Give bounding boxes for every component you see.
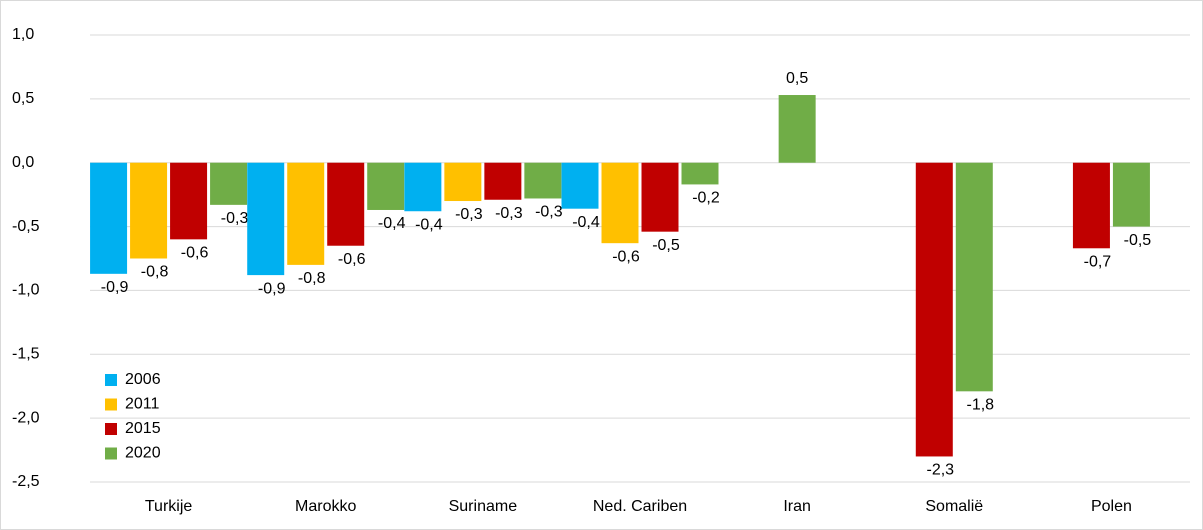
data-label: -0,6 <box>338 251 366 268</box>
data-label: -1,8 <box>966 397 994 414</box>
bar <box>210 162 248 205</box>
y-tick-label: -1,5 <box>12 346 40 363</box>
bar <box>1072 162 1110 249</box>
data-label: -0,3 <box>455 206 483 223</box>
y-tick-label: -0,5 <box>12 218 40 235</box>
legend-swatch <box>105 398 117 411</box>
data-label: -0,5 <box>652 237 680 254</box>
bar <box>681 162 719 185</box>
legend-swatch <box>105 374 117 386</box>
data-label: -0,6 <box>612 248 640 265</box>
bar <box>1112 162 1150 227</box>
data-label: -0,3 <box>495 205 523 222</box>
x-tick-label: Suriname <box>449 498 518 515</box>
data-label: -0,8 <box>298 270 326 287</box>
bar <box>561 162 599 209</box>
y-tick-label: 0,5 <box>12 90 34 107</box>
data-label: -0,3 <box>535 204 563 221</box>
legend-label: 2011 <box>125 396 160 413</box>
data-label: -0,4 <box>378 215 406 232</box>
bar <box>641 162 679 232</box>
y-tick-label: -1,0 <box>12 282 40 299</box>
data-label: -0,4 <box>415 216 443 233</box>
bar <box>524 162 562 199</box>
data-label: -0,8 <box>141 264 169 281</box>
x-tick-label: Iran <box>783 498 811 515</box>
bar <box>247 162 285 276</box>
data-label: -0,9 <box>101 279 129 296</box>
x-tick-label: Ned. Cariben <box>593 498 687 515</box>
data-label: -0,3 <box>221 210 249 227</box>
bar <box>170 162 208 240</box>
legend-label: 2020 <box>125 445 161 462</box>
y-tick-label: -2,0 <box>12 409 40 426</box>
bar <box>130 162 168 259</box>
data-label: -0,5 <box>1124 232 1152 249</box>
bar <box>287 162 325 265</box>
x-tick-label: Polen <box>1091 498 1132 515</box>
legend-label: 2015 <box>125 420 161 437</box>
legend-label: 2006 <box>125 371 161 388</box>
bar <box>367 162 405 210</box>
bar <box>484 162 522 200</box>
data-label: 0,5 <box>786 70 808 87</box>
bar <box>955 162 993 392</box>
x-tick-label: Marokko <box>295 498 356 515</box>
y-tick-label: -2,5 <box>12 473 40 490</box>
x-tick-label: Turkije <box>145 498 193 515</box>
bar <box>444 162 482 202</box>
bar <box>915 162 953 457</box>
y-tick-label: 1,0 <box>12 26 34 43</box>
y-tick-label: 0,0 <box>12 154 34 171</box>
data-label: -0,9 <box>258 280 286 297</box>
data-label: -0,2 <box>692 190 720 207</box>
bar <box>327 162 365 246</box>
data-label: -0,6 <box>181 245 209 262</box>
bar <box>778 95 816 163</box>
bar <box>404 162 442 212</box>
legend-swatch <box>105 423 117 435</box>
bar <box>90 162 128 274</box>
data-label: -0,7 <box>1084 254 1112 271</box>
bar <box>601 162 639 244</box>
legend-swatch <box>105 447 117 460</box>
x-tick-label: Somalië <box>925 498 983 515</box>
data-label: -0,4 <box>572 214 600 231</box>
data-label: -2,3 <box>926 462 954 479</box>
